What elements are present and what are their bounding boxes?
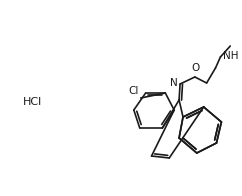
Text: O: O	[192, 63, 200, 73]
Text: HCl: HCl	[23, 97, 42, 107]
Text: Cl: Cl	[128, 86, 139, 96]
Text: NH: NH	[223, 51, 239, 61]
Text: N: N	[170, 78, 178, 88]
